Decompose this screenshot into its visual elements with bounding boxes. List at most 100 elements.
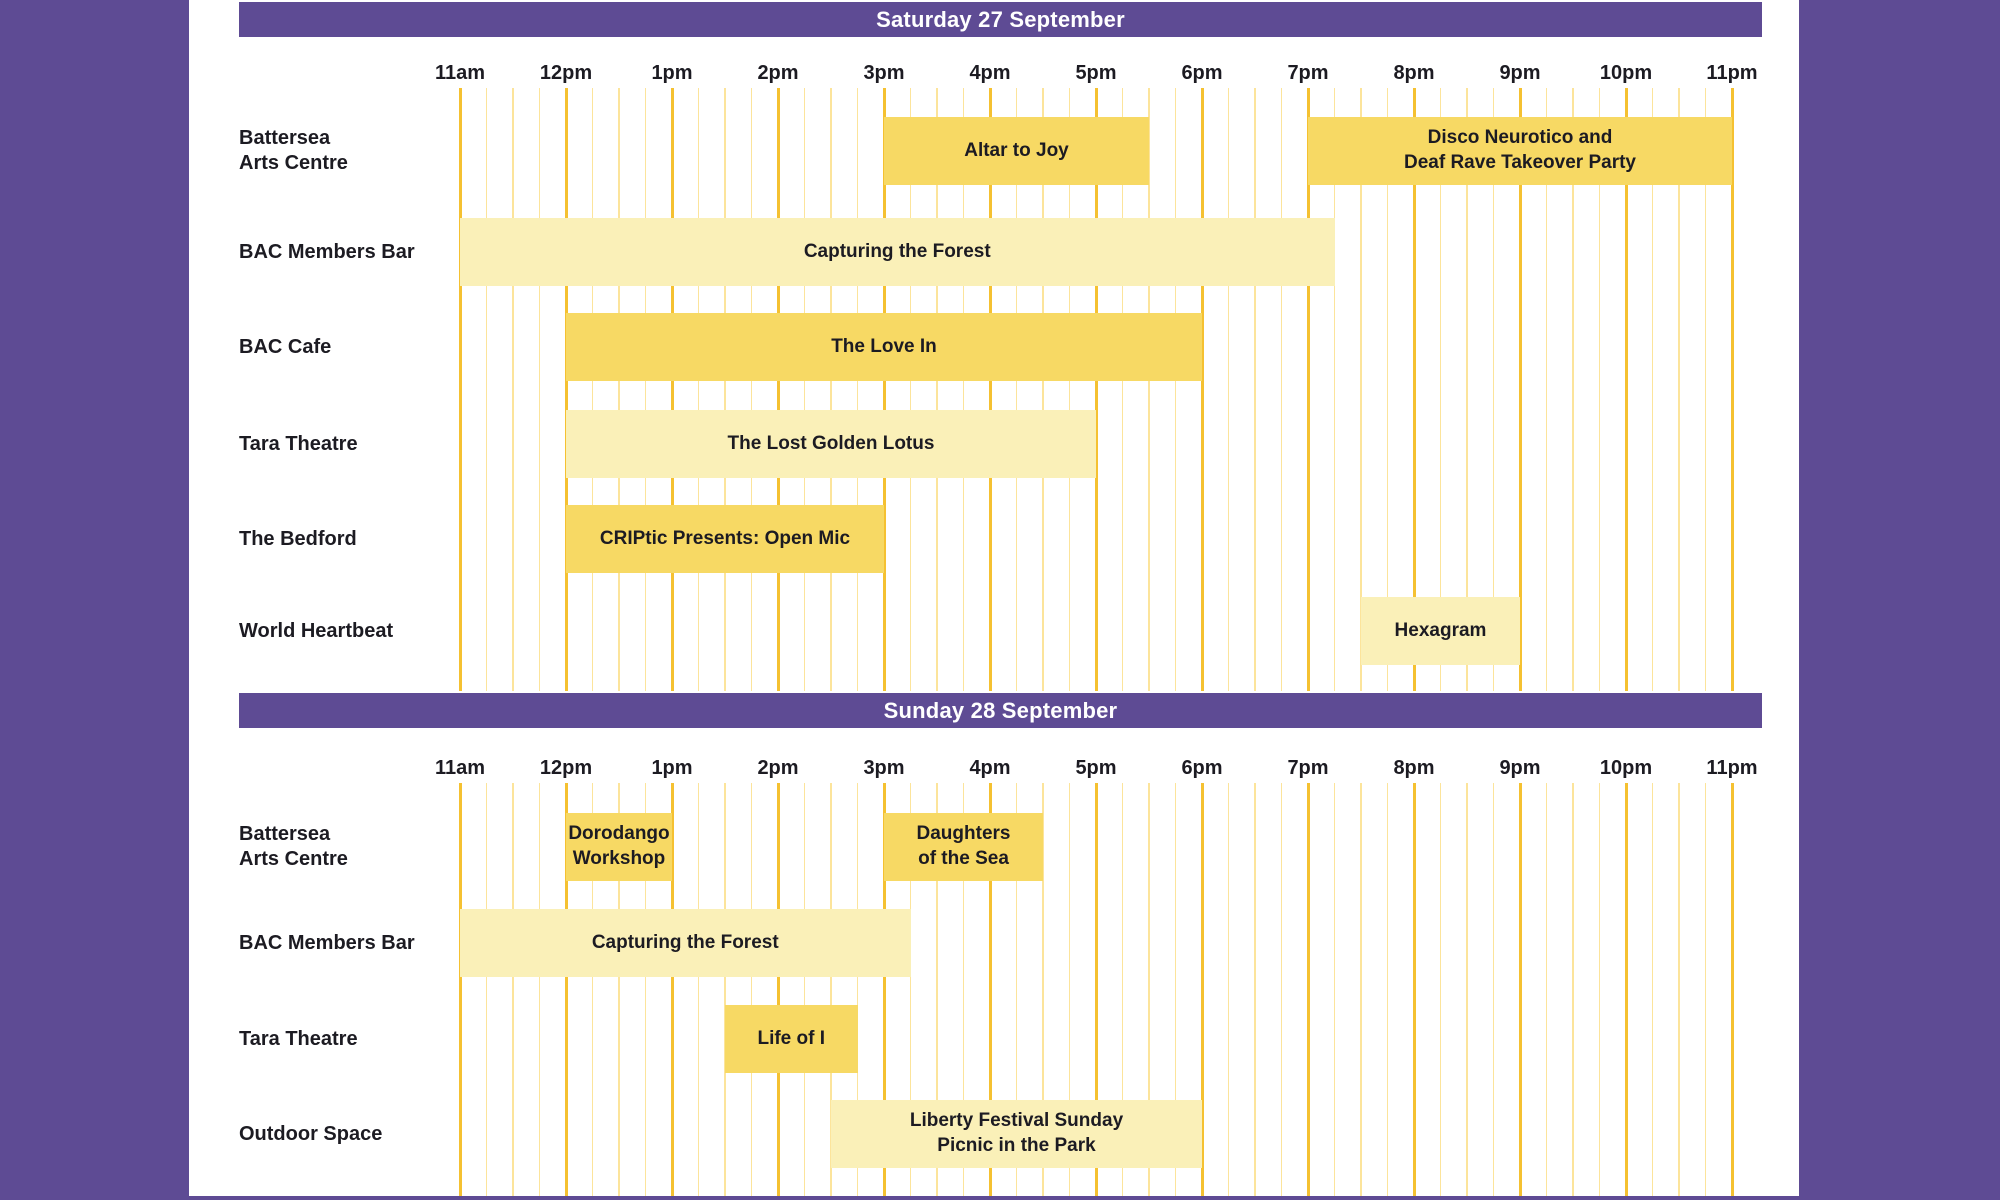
time-tick-label: 11am [434,757,486,779]
grid-quarter-line [644,783,647,1196]
grid-hour-line [1412,88,1416,691]
grid-quarter-line [618,783,620,1196]
time-tick-label: 7pm [1287,62,1329,84]
grid-quarter-line [1545,783,1548,1196]
time-tick-label: 9pm [1499,757,1541,779]
day-header-sunday: Sunday 28 September [239,693,1762,728]
event-bar: Hexagram [1361,597,1520,665]
grid-quarter-line [485,88,488,691]
grid-quarter-line [750,783,753,1196]
time-tick-label: 3pm [863,757,905,779]
grid-quarter-line [1174,783,1177,1196]
grid-quarter-line [1386,783,1389,1196]
grid-quarter-line [1360,88,1362,691]
grid-quarter-line [538,783,541,1196]
grid-hour-line [1200,783,1204,1196]
venue-label: BAC Members Bar [239,240,415,263]
grid-quarter-line [644,88,647,691]
grid-quarter-line [1121,88,1124,691]
grid-quarter-line [1333,88,1336,691]
grid-quarter-line [1678,88,1680,691]
grid-quarter-line [1439,783,1442,1196]
grid-quarter-line [1280,783,1283,1196]
event-bar: Dorodango Workshop [566,813,672,881]
grid-quarter-line [1042,783,1044,1196]
grid-quarter-line [1280,88,1283,691]
grid-quarter-line [512,783,514,1196]
time-tick-label: 6pm [1181,62,1223,84]
time-tick-label: 7pm [1287,757,1329,779]
time-tick-label: 12pm [539,757,593,779]
event-bar: CRIPtic Presents: Open Mic [566,505,884,573]
time-tick-label: 10pm [1599,62,1653,84]
venue-label: Outdoor Space [239,1122,383,1145]
event-bar: Capturing the Forest [460,218,1335,286]
time-tick-label: 11pm [1706,757,1758,779]
grid-quarter-line [512,88,514,691]
grid-quarter-line [538,88,541,691]
grid-quarter-line [909,88,912,691]
time-tick-label: 11pm [1706,62,1758,84]
grid-quarter-line [962,88,965,691]
grid-quarter-line [1386,88,1389,691]
grid-quarter-line [936,88,938,691]
time-tick-label: 2pm [757,757,799,779]
venue-label: Tara Theatre [239,432,358,455]
grid-hour-line [1624,783,1628,1196]
grid-hour-line [670,783,674,1196]
grid-quarter-line [830,783,832,1196]
grid-quarter-line [485,783,488,1196]
venue-label: Battersea Arts Centre [239,823,348,870]
grid-hour-line [1200,88,1204,691]
grid-hour-line [1624,88,1628,691]
time-tick-label: 12pm [539,62,593,84]
grid-quarter-line [1704,783,1707,1196]
venue-label: BAC Members Bar [239,931,415,954]
venue-label: Tara Theatre [239,1027,358,1050]
grid-quarter-line [1492,88,1495,691]
grid-quarter-line [591,88,594,691]
time-tick-label: 8pm [1393,757,1435,779]
event-bar: Altar to Joy [884,117,1149,185]
event-bar: Disco Neurotico and Deaf Rave Takeover P… [1308,117,1732,185]
grid-quarter-line [697,88,700,691]
grid-hour-line [458,783,462,1196]
grid-hour-line [1730,783,1734,1196]
time-tick-label: 3pm [863,62,905,84]
event-bar: The Love In [566,313,1202,381]
grid-quarter-line [909,783,912,1196]
grid-hour-line [1094,783,1098,1196]
time-tick-label: 5pm [1075,62,1117,84]
time-tick-label: 6pm [1181,757,1223,779]
grid-quarter-line [591,783,594,1196]
grid-quarter-line [1148,88,1150,691]
grid-quarter-line [1254,783,1256,1196]
event-bar: The Lost Golden Lotus [566,410,1096,478]
time-tick-label: 2pm [757,62,799,84]
grid-hour-line [1094,88,1098,691]
grid-hour-line [776,88,780,691]
grid-quarter-line [1254,88,1256,691]
grid-hour-line [776,783,780,1196]
grid-hour-line [458,88,462,691]
time-tick-label: 8pm [1393,62,1435,84]
grid-quarter-line [618,88,620,691]
time-tick-label: 10pm [1599,757,1653,779]
grid-hour-line [988,88,992,691]
time-tick-label: 1pm [651,757,693,779]
grid-quarter-line [1678,783,1680,1196]
grid-hour-line [1306,783,1310,1196]
event-bar: Life of I [725,1005,858,1073]
time-tick-label: 11am [434,62,486,84]
grid-quarter-line [856,783,859,1196]
event-bar: Capturing the Forest [460,909,911,977]
time-tick-label: 1pm [651,62,693,84]
grid-quarter-line [830,88,832,691]
grid-hour-line [882,88,886,691]
grid-quarter-line [1227,783,1230,1196]
grid-quarter-line [1148,783,1150,1196]
grid-quarter-line [936,783,938,1196]
grid-hour-line [882,783,886,1196]
time-tick-label: 5pm [1075,757,1117,779]
